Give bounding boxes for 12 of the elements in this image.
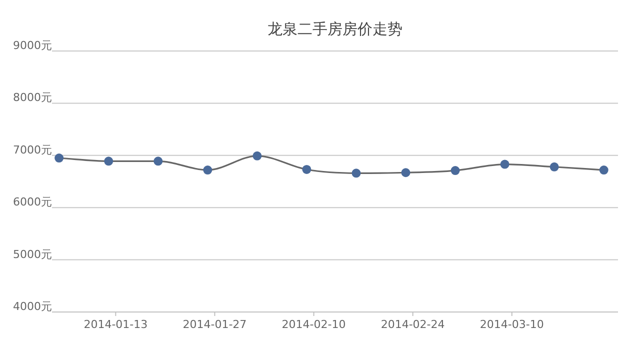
y-tick-label: 5000元 xyxy=(13,248,52,261)
x-tick-label: 2014-01-13 xyxy=(84,318,148,331)
chart-title: 龙泉二手房房价走势 xyxy=(268,20,402,38)
x-tick-label: 2014-03-10 xyxy=(480,318,544,331)
x-tick-label: 2014-01-27 xyxy=(182,318,247,331)
y-tick-label: 9000元 xyxy=(13,39,52,52)
x-tick-label: 2014-02-24 xyxy=(380,318,445,331)
y-tick-label: 4000元 xyxy=(13,300,52,313)
x-tick-label: 2014-02-10 xyxy=(282,318,346,331)
y-tick-label: 7000元 xyxy=(13,143,52,156)
y-tick-label: 8000元 xyxy=(13,91,52,104)
y-tick-label: 6000元 xyxy=(13,196,52,209)
